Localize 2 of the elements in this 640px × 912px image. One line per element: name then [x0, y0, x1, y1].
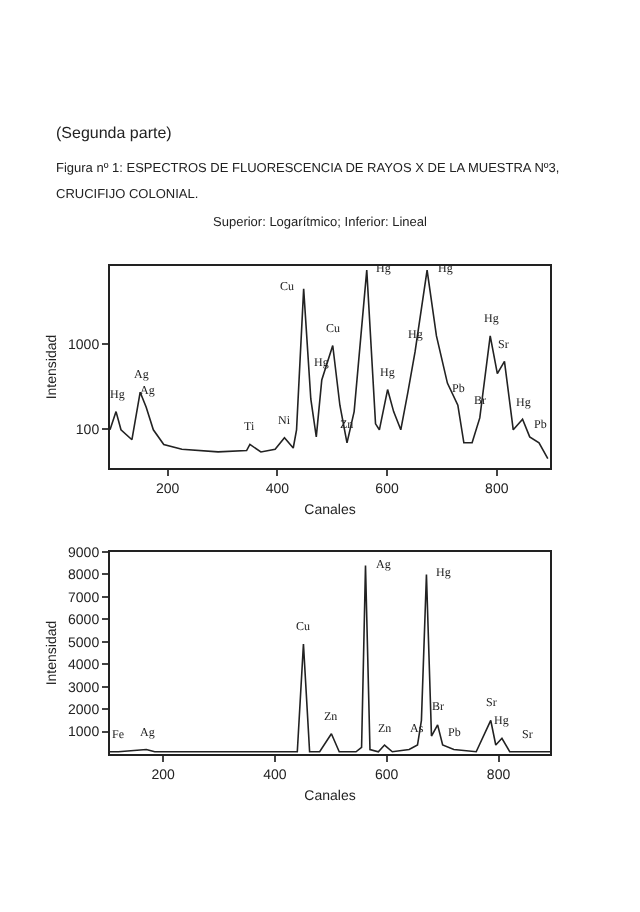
text: (Segunda parte) — [56, 124, 172, 142]
line-series — [110, 269, 549, 460]
